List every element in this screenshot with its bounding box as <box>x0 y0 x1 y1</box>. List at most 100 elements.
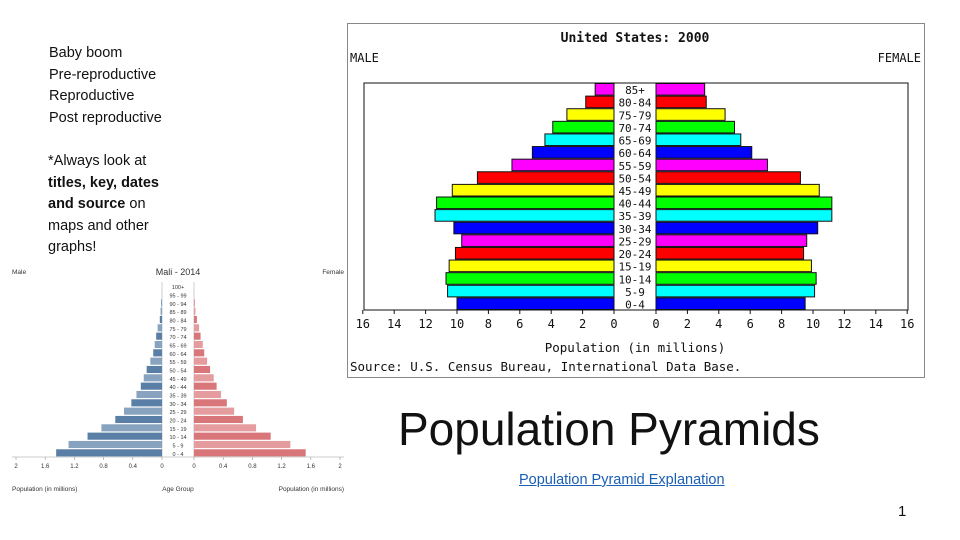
tip-text: *Always look at titles, key, dates and s… <box>48 151 188 259</box>
mali-female-bar <box>194 357 208 365</box>
us-male-bar <box>461 234 615 247</box>
mali-x-axis-label-right: Population (in millions) <box>279 486 344 493</box>
tip-line: and source on <box>48 194 188 216</box>
us-chart-title: United States: 2000 <box>561 31 710 46</box>
us-female-bar <box>655 171 801 184</box>
mali-age-label: 0 - 4 <box>172 452 183 458</box>
mali-age-label: 85 - 89 <box>169 310 186 316</box>
us-age-label: 20-24 <box>618 248 651 261</box>
us-age-label: 0-4 <box>625 299 645 312</box>
us-age-label: 30-34 <box>618 223 651 236</box>
us-male-bar <box>436 196 615 210</box>
slide-number: 1 <box>898 503 907 520</box>
us-male-label: MALE <box>350 51 379 65</box>
mali-tick-label: 0 <box>192 464 196 470</box>
mali-age-label: 20 - 24 <box>169 419 186 425</box>
us-tick-label: 12 <box>837 317 851 331</box>
mali-female-bar <box>194 424 257 432</box>
us-female-bar <box>655 234 808 247</box>
tip-line: *Always look at <box>48 151 188 173</box>
mali-x-axis-label-center: Age Group <box>162 486 194 493</box>
mali-male-bar <box>157 324 162 332</box>
mali-age-label: 75 - 79 <box>169 327 186 333</box>
us-age-label: 25-29 <box>618 235 651 248</box>
mali-age-label: 90 - 94 <box>169 302 186 308</box>
us-female-bar <box>655 120 735 134</box>
mali-female-bar <box>194 324 200 332</box>
us-female-bar <box>655 196 833 210</box>
mali-female-bar <box>194 332 201 340</box>
mali-male-label: Male <box>12 269 26 276</box>
tip-line-text: *Always look at <box>48 153 147 169</box>
mali-female-bar <box>194 340 203 349</box>
mali-male-bar <box>115 415 162 424</box>
us-male-bar <box>453 221 615 235</box>
mali-female-bar <box>194 374 214 382</box>
note-pre-reproductive: Pre-reproductive <box>49 66 157 83</box>
us-female-bar <box>655 297 806 310</box>
mali-male-bar <box>68 440 162 449</box>
us-population-pyramid: United States: 2000 MALE FEMALE 85+ 80-84… <box>347 23 925 378</box>
mali-pyramid-svg: Mali - 2014 Male Female 100+ 95 - 99 90 - … <box>12 267 344 493</box>
mali-female-bar <box>194 390 222 399</box>
mali-age-label: 15 - 19 <box>169 427 186 433</box>
explanation-link[interactable]: Population Pyramid Explanation <box>519 472 725 488</box>
us-female-bar <box>655 183 820 197</box>
us-tick-label: 2 <box>684 317 691 331</box>
us-female-bar <box>655 272 817 285</box>
mali-x-axis-label-left: Population (in millions) <box>12 486 77 493</box>
mali-female-bar <box>194 440 291 449</box>
mali-female-bar <box>194 432 271 440</box>
us-male-bar <box>448 259 615 273</box>
mali-male-bar <box>101 424 162 432</box>
mali-male-bar <box>143 374 162 382</box>
mali-tick-label: 0.4 <box>129 464 138 470</box>
us-age-label: 70-74 <box>618 122 651 135</box>
mali-male-bar <box>160 307 162 315</box>
mali-tick-label: 0.8 <box>248 464 257 470</box>
mali-male-bar <box>153 349 162 357</box>
mali-tick-label: 1.6 <box>307 464 316 470</box>
us-age-label: 45-49 <box>618 185 651 198</box>
mali-male-bar <box>159 315 162 324</box>
mali-tick-label: 0.4 <box>219 464 228 470</box>
us-tick-label: 2 <box>579 317 586 331</box>
mali-male-bar <box>87 432 162 440</box>
us-male-bar <box>552 120 615 134</box>
us-age-label: 85+ <box>625 84 645 97</box>
us-tick-label: 4 <box>715 317 722 331</box>
mali-tick-label: 1.6 <box>41 464 50 470</box>
mali-age-label: 5 - 9 <box>172 444 183 450</box>
us-age-label: 75-79 <box>618 109 651 122</box>
us-age-label: 55-59 <box>618 160 651 173</box>
mali-female-bar <box>194 399 227 407</box>
note-reproductive: Reproductive <box>49 88 135 104</box>
us-x-axis-label: Population (in millions) <box>545 340 726 355</box>
us-female-bar <box>655 133 742 147</box>
mali-age-label: 95 - 99 <box>169 294 186 300</box>
us-female-bar <box>655 83 706 96</box>
us-age-label: 35-39 <box>618 210 651 223</box>
note-baby-boom: Baby boom <box>49 45 123 61</box>
tip-line-text: maps and other <box>48 217 149 234</box>
us-tick-label: 10 <box>806 317 820 331</box>
us-source-note: Source: U.S. Census Bureau, Internationa… <box>350 359 741 374</box>
us-male-bar <box>594 83 615 96</box>
mali-age-label: 50 - 54 <box>169 369 186 375</box>
us-male-bar <box>585 95 615 109</box>
us-age-label: 10-14 <box>618 273 651 286</box>
mali-female-bar <box>194 315 197 324</box>
mali-female-bar <box>194 365 211 374</box>
us-tick-label: 8 <box>485 317 492 331</box>
tip-line: maps and other <box>48 216 188 238</box>
mali-tick-label: 1.2 <box>70 464 79 470</box>
us-age-label: 80-84 <box>618 97 651 110</box>
mali-age-label: 40 - 44 <box>169 385 186 391</box>
us-tick-label: 16 <box>900 317 914 331</box>
us-male-bar <box>451 183 615 197</box>
mali-tick-label: 2 <box>14 464 18 470</box>
us-age-label: 5-9 <box>625 286 645 299</box>
mali-female-bar <box>194 349 205 357</box>
us-tick-label: 14 <box>869 317 883 331</box>
us-male-bar <box>434 209 615 222</box>
